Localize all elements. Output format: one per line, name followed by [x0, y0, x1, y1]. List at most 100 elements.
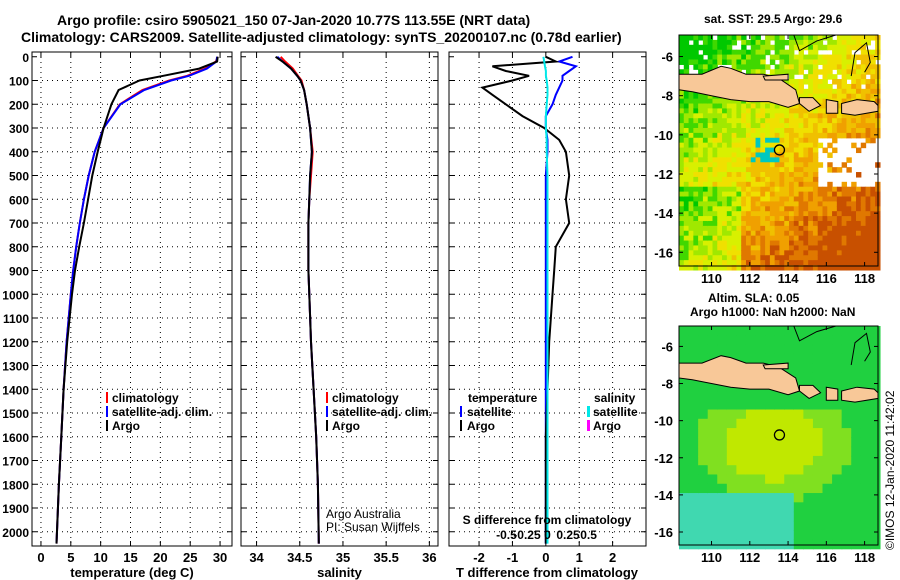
map-cell	[841, 98, 848, 105]
map-cell	[765, 39, 771, 46]
map-cell	[851, 181, 857, 188]
map-cell	[750, 186, 757, 193]
map-cell	[784, 260, 790, 266]
legend-swatch	[106, 406, 108, 417]
y-tick-label: 1400	[2, 383, 29, 397]
map-cell	[736, 409, 747, 420]
map-cell	[693, 142, 699, 149]
map-cell	[683, 167, 690, 173]
map-cell	[726, 201, 733, 207]
map-cell	[679, 186, 685, 193]
map-cell	[698, 147, 704, 154]
lat-tick-label: -14	[654, 488, 674, 503]
map-cell	[851, 465, 862, 476]
map-cell	[779, 49, 785, 56]
map-cell	[870, 216, 876, 222]
map-cell	[717, 172, 723, 178]
map-cell	[702, 59, 709, 65]
map-cell	[693, 118, 699, 124]
map-cell	[712, 235, 718, 242]
map-cell	[765, 216, 771, 222]
x-tick-label: 20	[153, 550, 167, 565]
map-cell	[812, 35, 819, 41]
map-cell	[688, 230, 694, 237]
map-cell	[731, 49, 738, 56]
map-cell	[688, 181, 694, 188]
y-tick-label: 300	[9, 122, 29, 136]
map-cell	[803, 79, 809, 85]
map-cell	[769, 250, 776, 256]
map-cell	[779, 206, 785, 212]
map-cell	[836, 123, 843, 129]
map-cell	[832, 118, 838, 124]
map-cell	[855, 113, 862, 119]
map-cell	[774, 353, 785, 364]
map-cell	[702, 103, 709, 110]
map-cell	[841, 428, 852, 438]
map-cell	[822, 186, 828, 193]
map-cell	[760, 240, 766, 247]
x-tick-label: 30	[213, 550, 227, 565]
map-cell	[688, 206, 694, 212]
map-cell	[698, 162, 704, 168]
map-cell	[855, 35, 862, 41]
map-cell	[741, 54, 747, 61]
map-cell	[736, 428, 747, 438]
map-cell	[832, 54, 838, 61]
map-cell	[832, 474, 843, 485]
map-cell	[774, 49, 781, 56]
map-cell	[808, 172, 814, 178]
map-cell	[755, 240, 761, 247]
map-cell	[722, 250, 728, 256]
map-cell	[693, 39, 699, 46]
y-tick-label: 1800	[2, 478, 29, 492]
map-cell	[755, 206, 761, 212]
map-cell	[765, 530, 776, 541]
map-cell	[726, 49, 733, 56]
map-cell	[698, 255, 704, 261]
map-cell	[798, 255, 804, 261]
map-cell	[789, 162, 795, 168]
map-cell	[779, 235, 785, 242]
map-cell	[812, 176, 819, 183]
map-cell	[774, 326, 785, 336]
map-cell	[683, 245, 690, 251]
map-cell	[769, 245, 776, 251]
map-cell	[741, 132, 747, 139]
map-cell	[702, 211, 709, 217]
map-cell	[769, 59, 776, 65]
map-cell	[688, 108, 694, 114]
map-cell	[779, 230, 785, 237]
map-cell	[808, 39, 814, 46]
map-cell	[779, 245, 785, 251]
x-tick-label: 35.5	[374, 550, 399, 565]
map-cell	[679, 172, 685, 178]
map-cell	[760, 230, 766, 237]
map-cell	[808, 220, 814, 227]
map-cell	[726, 172, 733, 178]
map-cell	[745, 390, 757, 401]
map-cell	[841, 54, 848, 61]
map-cell	[722, 132, 728, 139]
map-cell	[803, 344, 814, 355]
map-cell	[784, 539, 795, 550]
map-cell	[779, 35, 785, 41]
map-cell	[822, 54, 828, 61]
land-lombok	[825, 99, 839, 114]
map-cell	[717, 98, 723, 105]
map-cell	[832, 132, 838, 139]
map-cell	[836, 191, 843, 198]
map-cell	[702, 137, 709, 144]
map-cell	[726, 390, 738, 401]
map-cell	[870, 428, 881, 438]
map-cell	[683, 59, 690, 65]
map-cell	[803, 372, 814, 383]
map-cell	[774, 474, 785, 485]
map-cell	[745, 59, 752, 65]
map-cell	[860, 225, 867, 232]
map-cell	[679, 137, 685, 144]
map-cell	[717, 520, 728, 531]
map-cell	[827, 181, 833, 188]
map-cell	[707, 54, 714, 61]
map-cell	[731, 98, 738, 105]
